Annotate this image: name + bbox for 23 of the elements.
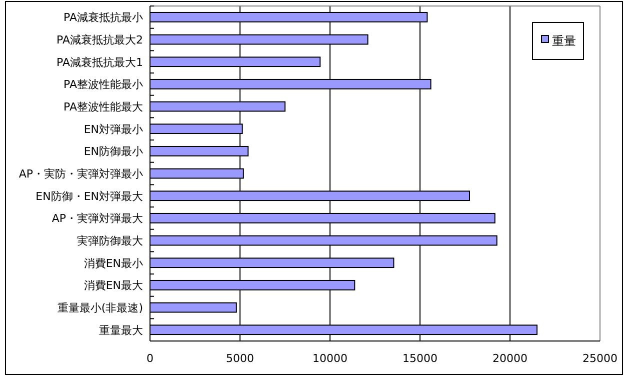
y-tick-label: PA整波性能最大 bbox=[64, 100, 143, 114]
y-tick-label: AP・実弾対弾最大 bbox=[52, 212, 143, 226]
y-tick-label: PA減衰抵抗最小 bbox=[64, 11, 143, 24]
x-tick-label: 10000 bbox=[312, 352, 348, 365]
y-tick-label: 消費EN最小 bbox=[84, 256, 143, 270]
y-tick-label: AP・実防・実弾対弾最小 bbox=[18, 168, 143, 180]
y-tick-label: PA減衰抵抗最大1 bbox=[56, 56, 143, 69]
legend: 重量 bbox=[532, 22, 584, 60]
y-tick-label: 消費EN最大 bbox=[84, 279, 143, 292]
x-tick-label: 0 bbox=[146, 352, 154, 365]
x-tick-label: 15000 bbox=[402, 352, 438, 365]
x-tick-label: 25000 bbox=[582, 352, 618, 365]
y-tick-label: 重量最大 bbox=[99, 324, 143, 337]
y-tick-label: EN防御・EN対弾最大 bbox=[36, 190, 143, 203]
x-tick-label: 5000 bbox=[226, 352, 254, 365]
y-tick-label: PA整波性能最小 bbox=[64, 78, 143, 92]
legend-label: 重量 bbox=[552, 34, 576, 48]
x-tick-label: 20000 bbox=[492, 352, 528, 365]
y-tick-label: PA減衰抵抗最大2 bbox=[56, 34, 143, 46]
y-tick-label: EN防御最小 bbox=[84, 145, 143, 158]
y-tick-label: EN対弾最小 bbox=[84, 122, 143, 136]
y-tick-label: 実弾防御最大 bbox=[77, 234, 143, 248]
y-tick-label: 重量最小(非最速) bbox=[57, 302, 143, 314]
